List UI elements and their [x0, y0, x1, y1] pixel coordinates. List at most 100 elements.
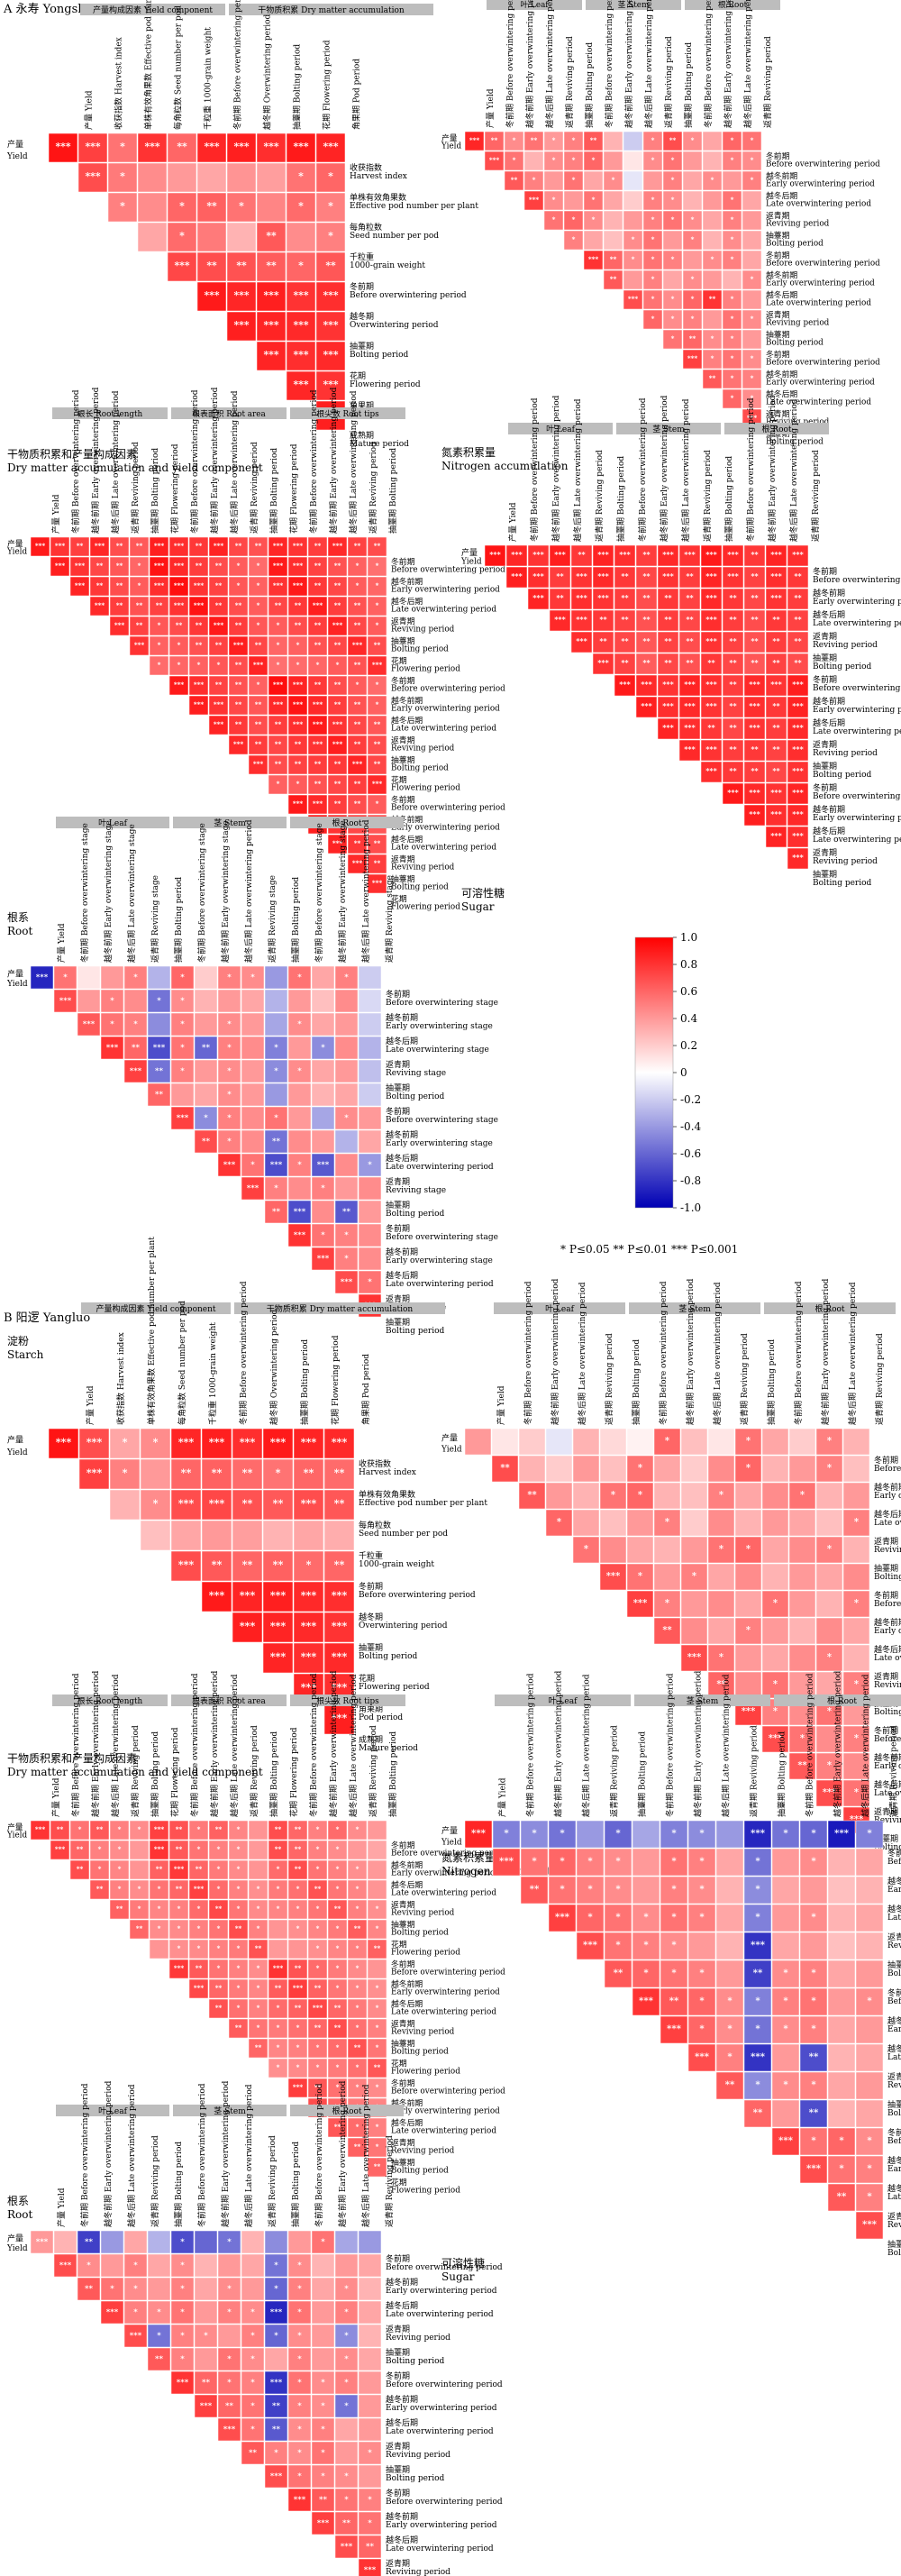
heatmap-cell	[347, 1879, 368, 1900]
heatmap-cell	[109, 1820, 130, 1841]
group-header-bg	[290, 817, 404, 828]
significance-mark: *	[751, 275, 754, 283]
heatmap-cell	[799, 2099, 828, 2128]
heatmap-cell	[149, 1859, 169, 1880]
significance-mark: **	[334, 641, 341, 649]
row-label-cn: 冬前期	[766, 250, 790, 260]
heatmap-cell	[334, 1223, 359, 1247]
heatmap-cell	[660, 1848, 688, 1877]
heatmap-cell	[358, 2230, 382, 2254]
heatmap-cell	[194, 2370, 218, 2395]
heatmap-cell	[217, 2324, 241, 2348]
significance-mark: **	[837, 2191, 847, 2202]
significance-mark: **	[354, 2142, 361, 2151]
heatmap-cell	[642, 151, 663, 171]
heatmap-cell	[765, 588, 787, 610]
heatmap-cell	[787, 761, 809, 783]
significance-mark: *	[110, 2284, 114, 2293]
heatmap-cell	[680, 1482, 708, 1510]
heatmap-cell	[264, 965, 288, 990]
heatmap-cell	[293, 1612, 324, 1643]
heatmap-cell	[315, 281, 346, 312]
row-label-en: Bolting period	[813, 662, 872, 671]
row-label-en: Late overwintering period	[391, 1889, 496, 1898]
heatmap-cell	[311, 1012, 335, 1037]
significance-mark: *	[671, 1912, 677, 1923]
significance-mark: *	[336, 1825, 340, 1833]
heatmap-cell	[347, 834, 368, 854]
heatmap-cell	[742, 309, 762, 330]
significance-mark: **	[794, 637, 801, 645]
heatmap-cell	[358, 1270, 382, 1294]
heatmap-cell	[327, 774, 348, 795]
heatmap-cell	[347, 715, 368, 735]
column-label: 越冬前期 Early overwintering period	[723, 0, 733, 128]
heatmap-cell	[307, 1939, 328, 1959]
significance-mark: **	[772, 724, 779, 732]
heatmap-cell	[170, 1550, 202, 1582]
heatmap-cell	[228, 536, 249, 557]
significance-mark: ***	[597, 659, 608, 667]
row-label-cn: 越冬前期	[813, 588, 845, 598]
heatmap-cell	[687, 1932, 716, 1960]
heatmap-cell	[687, 1987, 716, 2016]
heatmap-cell	[662, 269, 683, 290]
significance-mark: *	[237, 1964, 241, 1972]
row-label-cn: 冬前期	[391, 675, 415, 686]
heatmap-cell	[743, 2015, 772, 2044]
heatmap-cell	[241, 989, 265, 1013]
heatmap-cell	[700, 566, 723, 589]
significance-mark: *	[257, 2004, 260, 2012]
heatmap-cell	[248, 1998, 268, 2019]
heatmap-cell	[69, 536, 90, 557]
row-label-cn: 花期	[391, 893, 407, 904]
row-label-cn: 返青期	[391, 735, 415, 745]
significance-mark: *	[731, 354, 734, 362]
significance-mark: ***	[749, 789, 760, 797]
heatmap-cell	[168, 675, 189, 696]
heatmap-cell	[570, 566, 593, 589]
heatmap-cell	[653, 1617, 681, 1645]
significance-mark: *	[316, 2063, 320, 2071]
significance-mark: **	[621, 616, 628, 624]
heatmap-cell	[201, 1458, 232, 1490]
heatmap-cell	[662, 289, 683, 310]
row-label-cn: 越冬前期	[813, 696, 845, 707]
significance-mark: ***	[247, 1183, 259, 1192]
significance-mark: *	[751, 374, 754, 382]
group-header-bg	[171, 1694, 287, 1706]
heatmap-cell	[842, 1617, 870, 1645]
row-label-en: Bolting period	[391, 2167, 449, 2176]
row-label-en: 1000-grain weight	[359, 1560, 434, 1569]
significance-mark: *	[296, 2063, 300, 2071]
heatmap-cell	[527, 566, 550, 589]
significance-mark: **	[272, 2401, 280, 2410]
heatmap-cell	[722, 761, 744, 783]
heatmap-cell	[678, 544, 701, 567]
significance-mark: *	[731, 255, 734, 263]
heatmap-cell	[168, 556, 189, 577]
heatmap-cell	[77, 2277, 101, 2301]
heatmap-cell	[742, 329, 762, 350]
heatmap-cell	[563, 190, 584, 211]
heatmap-cell	[742, 250, 762, 270]
heatmap-cell	[787, 739, 809, 762]
column-label: 越冬前期 Early overwintering stage	[337, 820, 348, 963]
significance-mark: ***	[727, 789, 738, 797]
heatmap-cell	[702, 309, 723, 330]
heatmap-cell	[743, 566, 766, 589]
significance-mark: *	[158, 641, 161, 649]
row-label-en: Bolting period	[350, 351, 409, 360]
column-label: 越冬后期 Late overwintering period	[577, 1282, 587, 1425]
significance-mark: *	[133, 2284, 138, 2293]
row-label-en: Before overwintering period	[887, 1997, 901, 2006]
heatmap-cell	[89, 536, 110, 557]
significance-mark: *	[277, 1885, 280, 1893]
significance-mark: *	[731, 235, 734, 243]
heatmap-cell	[208, 695, 229, 716]
heatmap-cell	[78, 1458, 110, 1490]
heatmap-cell	[623, 131, 643, 151]
heatmap-cell	[367, 635, 387, 656]
heatmap-cell	[77, 2253, 101, 2278]
column-label: 抽薹期 Bolting period	[584, 42, 595, 128]
